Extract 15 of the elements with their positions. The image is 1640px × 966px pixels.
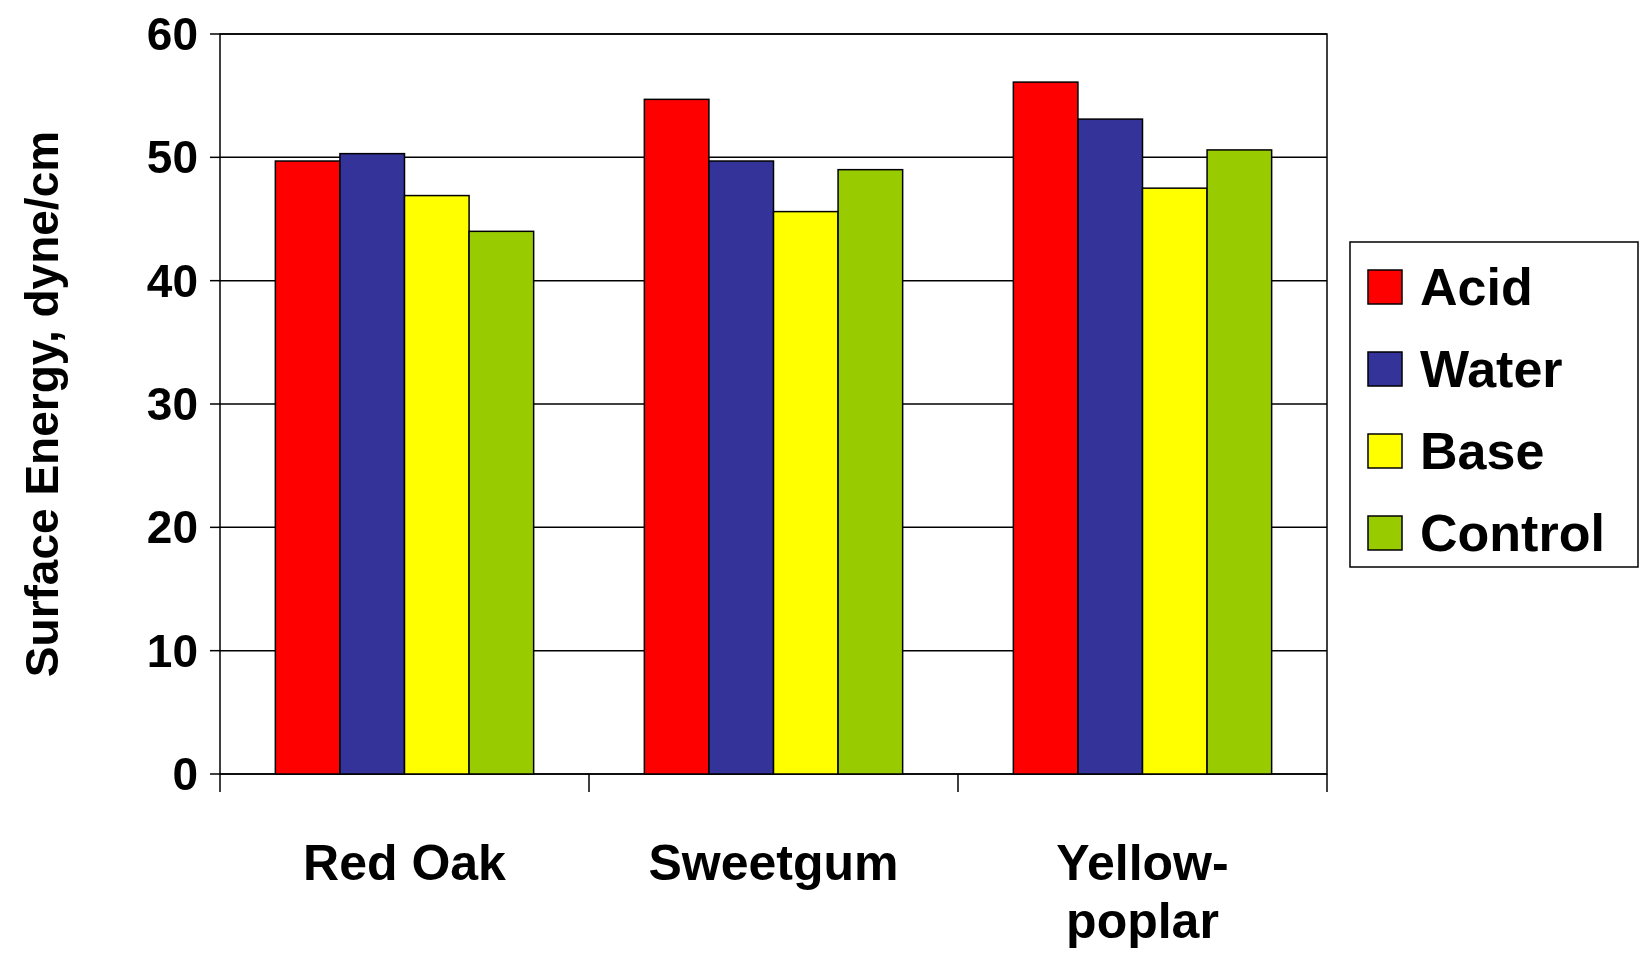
y-tick-label: 40 xyxy=(146,254,198,307)
legend-label: Control xyxy=(1420,504,1605,563)
y-tick-label: 50 xyxy=(146,131,198,184)
y-tick-label: 30 xyxy=(146,378,198,431)
x-tick-label: Red Oak xyxy=(303,835,507,891)
legend-label: Base xyxy=(1420,422,1545,481)
x-tick-label: Sweetgum xyxy=(648,835,899,891)
x-tick-label: Yellow-poplar xyxy=(1056,835,1229,949)
y-tick-label: 60 xyxy=(146,8,198,61)
y-tick-label: 0 xyxy=(172,748,198,801)
legend-label: Water xyxy=(1420,340,1563,399)
y-tick-label: 10 xyxy=(146,624,198,677)
legend-label: Acid xyxy=(1420,258,1533,317)
y-axis-title: Surface Energy, dyne/cm xyxy=(16,130,68,678)
y-tick-label: 20 xyxy=(146,501,198,554)
